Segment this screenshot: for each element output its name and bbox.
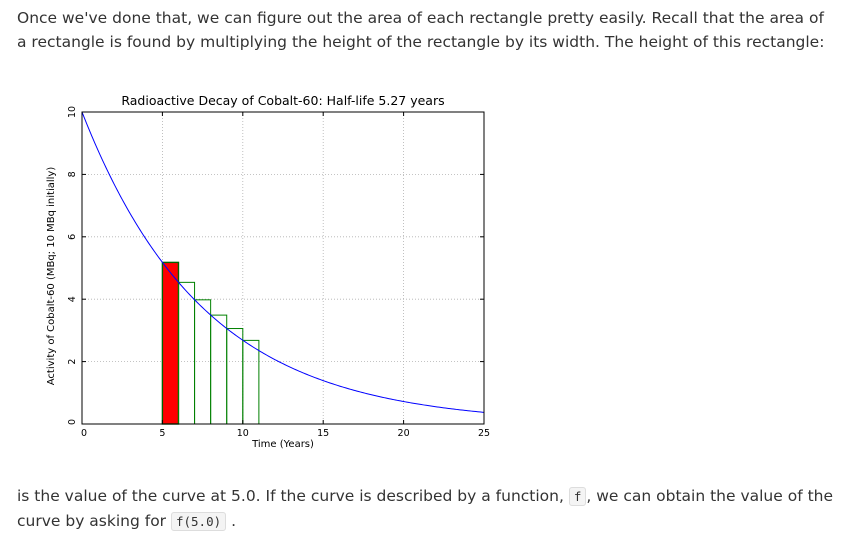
riemann-rectangle <box>177 281 196 425</box>
explanation-paragraph: is the value of the curve at 5.0. If the… <box>17 484 847 534</box>
x-tick-label: 15 <box>317 428 329 439</box>
y-tick-label: 4 <box>67 296 78 302</box>
explanation-text-3: . <box>231 512 237 530</box>
chart-svg: 0 5 10 15 20 25 0 2 4 6 8 10 Radioactive Decay of C… <box>46 93 490 450</box>
decay-chart: 0 5 10 15 20 25 0 2 4 6 8 10 Radioactive Decay of C… <box>40 88 500 458</box>
riemann-rectangle <box>242 339 260 425</box>
riemann-rectangle <box>226 328 244 425</box>
y-tick-label: 10 <box>67 106 78 118</box>
y-tick-label: 8 <box>67 171 78 177</box>
intro-paragraph: Once we've done that, we can figure out … <box>17 9 825 51</box>
axes-frame <box>81 111 485 425</box>
grid-layer <box>82 112 484 424</box>
x-axis-label: Time (Years) <box>251 439 314 450</box>
y-tick-label: 2 <box>67 359 78 365</box>
x-tick-label: 5 <box>159 428 165 439</box>
x-tick-label: 20 <box>398 428 410 439</box>
highlighted-rectangle <box>161 261 180 425</box>
y-tick-label: 0 <box>67 419 78 425</box>
riemann-rectangle <box>210 314 228 425</box>
chart-title: Radioactive Decay of Cobalt-60: Half-lif… <box>121 93 444 108</box>
function-code: f <box>568 487 587 506</box>
rectangles-layer <box>161 261 260 425</box>
y-axis-label: Activity of Cobalt-60 (MBq; 10 MBq initi… <box>46 167 57 386</box>
function-call-code: f(5.0) <box>170 512 227 531</box>
curve-layer <box>81 111 485 413</box>
explanation-text-2: , we can obtain the value of the curve b… <box>17 487 834 530</box>
decay-curve <box>81 111 485 413</box>
y-tick-label: 6 <box>67 234 78 240</box>
ticks-layer: 0 5 10 15 20 25 0 2 4 6 8 10 <box>67 106 490 439</box>
explanation-text-1: is the value of the curve at 5.0. If the… <box>17 487 569 505</box>
x-tick-label: 10 <box>237 428 249 439</box>
x-tick-label: 0 <box>81 428 87 439</box>
x-tick-label: 25 <box>478 428 490 439</box>
